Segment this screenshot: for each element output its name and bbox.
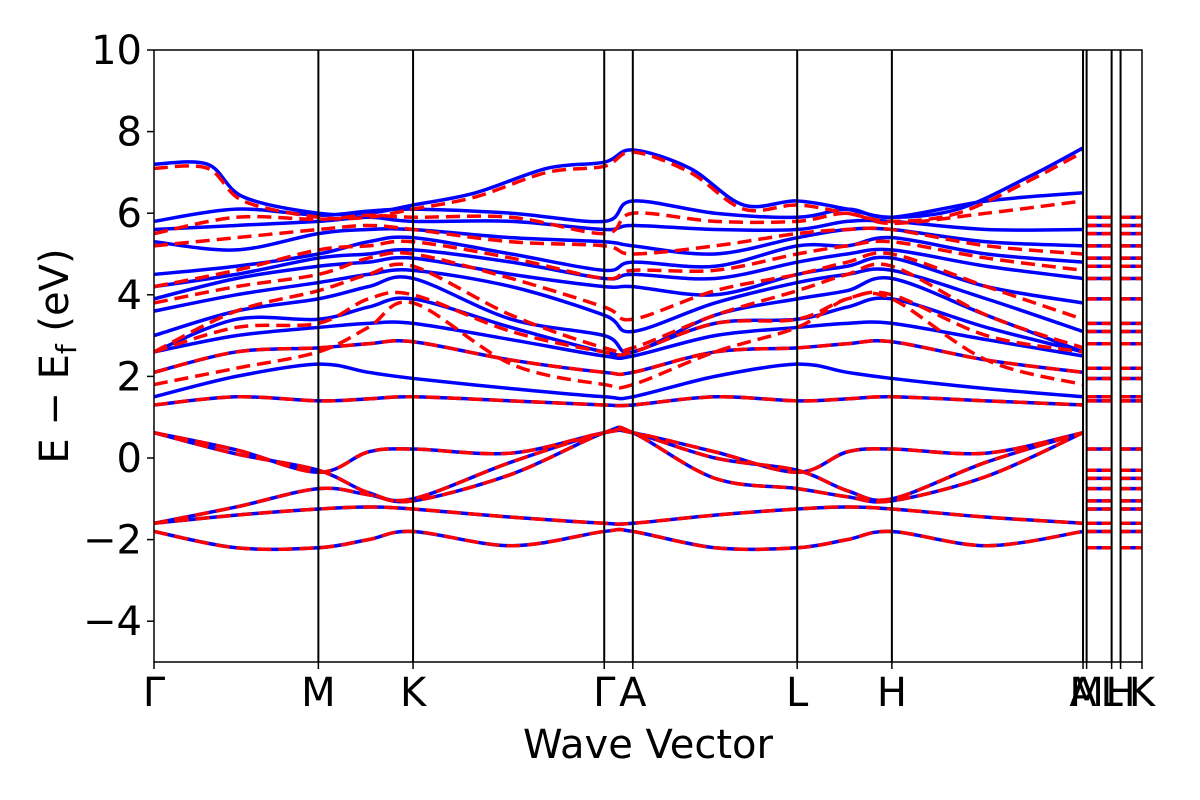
- x-tick-label: K: [1129, 670, 1157, 716]
- y-tick-label: 2: [117, 354, 142, 400]
- band-line: [153, 291, 1084, 390]
- y-tick-label: 0: [117, 436, 142, 482]
- band-line: [153, 199, 1084, 236]
- y-axis-ticks: −4 −2 0 2 4 6 8 10: [83, 28, 154, 645]
- x-tick-label: L: [1100, 670, 1123, 716]
- y-tick-label: 10: [91, 28, 142, 74]
- x-tick-label: A: [1069, 670, 1097, 716]
- plot-frame: [153, 49, 1143, 663]
- y-axis-title: E − Ef (eV): [32, 248, 83, 463]
- x-tick-label: K: [400, 670, 428, 716]
- kpoint-lines: [317, 50, 1122, 662]
- x-tick-label: H: [877, 670, 907, 716]
- band-line: [153, 425, 1084, 525]
- y-tick-label: 6: [117, 191, 142, 237]
- band-line: [153, 362, 1084, 401]
- band-line: [153, 146, 1084, 220]
- band-line: [153, 505, 1084, 526]
- y-axis-title-main: E − E: [32, 354, 78, 464]
- x-tick-label: Γ: [593, 670, 616, 716]
- band-line: [153, 527, 1084, 552]
- x-tick-label: A: [619, 670, 647, 716]
- y-tick-label: 8: [117, 110, 142, 156]
- bands-layer: [153, 146, 1142, 552]
- x-tick-label: M: [301, 670, 336, 716]
- x-tick-label: M: [1069, 670, 1104, 716]
- band-line: [153, 428, 1084, 475]
- x-axis-title: Wave Vector: [523, 722, 774, 768]
- y-axis-title-subscript: f: [50, 343, 83, 354]
- x-tick-label: Γ: [143, 670, 166, 716]
- band-line: [153, 150, 1084, 224]
- y-axis-title-unit: (eV): [32, 248, 78, 344]
- y-tick-label: 4: [117, 273, 142, 319]
- band-line: [153, 425, 1084, 525]
- band-line: [153, 250, 1084, 322]
- y-tick-label: −2: [83, 518, 142, 564]
- x-tick-label: L: [786, 670, 809, 716]
- x-tick-label: H: [1106, 670, 1136, 716]
- y-tick-label: −4: [83, 599, 142, 645]
